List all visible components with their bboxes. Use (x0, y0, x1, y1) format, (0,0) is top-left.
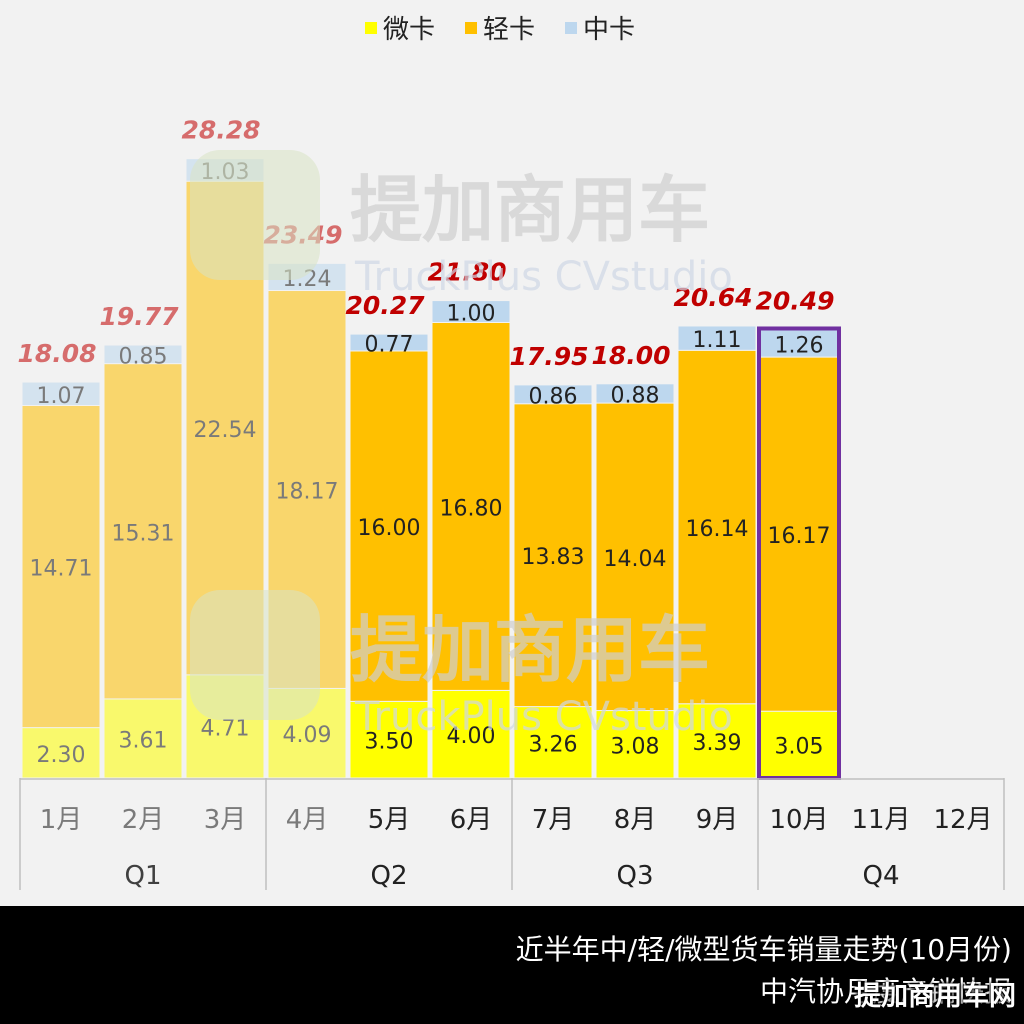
data-label: 3.08 (611, 734, 660, 759)
data-label: 4.71 (201, 716, 250, 741)
bar-segment (677, 703, 757, 779)
data-label: 1.07 (37, 384, 86, 409)
bar-segment (349, 333, 429, 352)
bar-segment (431, 689, 511, 779)
x-tick-label: 9月 (696, 805, 739, 835)
bar-segment (677, 325, 757, 351)
quarter-label: Q4 (862, 861, 899, 891)
total-label: 18.00 (591, 341, 670, 370)
data-label: 18.17 (276, 479, 339, 504)
x-tick-label: 2月 (122, 805, 165, 835)
data-label: 22.54 (194, 418, 257, 443)
data-label: 2.30 (37, 743, 86, 768)
quarter-label: Q2 (370, 861, 407, 891)
total-label: 20.64 (673, 283, 752, 312)
bar-segment (21, 381, 101, 406)
data-label: 15.31 (112, 521, 175, 546)
data-label: 0.86 (529, 384, 578, 409)
legend-swatch (565, 22, 577, 34)
total-label: 20.27 (345, 291, 425, 320)
legend-entry: 微卡 (383, 15, 435, 45)
bar-segment (431, 300, 511, 323)
x-tick-label: 12月 (933, 805, 992, 835)
watermark-brand: 提加商用车 (350, 168, 710, 252)
legend-entry: 中卡 (583, 15, 635, 45)
data-label: 3.39 (693, 731, 742, 756)
bar-segment (103, 698, 183, 779)
highlight-box (757, 326, 841, 780)
data-label: 0.77 (365, 333, 414, 358)
total-label: 17.95 (509, 342, 588, 371)
chart-caption: 近半年中/轻/微型货车销量走势(10月份) (515, 933, 1012, 966)
total-label: 21.80 (427, 258, 506, 287)
footer-banner: 近半年中/轻/微型货车销量走势(10月份) 中汽协月度产销快报 提加商用车网 (0, 906, 1024, 1024)
data-label: 1.11 (693, 328, 742, 353)
quarter-label: Q3 (616, 861, 653, 891)
legend-swatch (465, 22, 477, 34)
total-label: 18.08 (17, 339, 96, 368)
bar-segment (349, 350, 429, 702)
data-label: 4.00 (447, 724, 496, 749)
x-tick-label: 8月 (614, 805, 657, 835)
bar-segment (677, 349, 757, 705)
data-label: 14.71 (30, 557, 93, 582)
data-label: 4.09 (283, 723, 332, 748)
x-tick-label: 5月 (368, 805, 411, 835)
x-tick-label: 3月 (204, 805, 247, 835)
x-tick-label: 7月 (532, 805, 575, 835)
bar-segment (513, 384, 593, 405)
bar-segment (595, 710, 675, 779)
legend-swatch (365, 22, 377, 34)
data-label: 13.83 (522, 545, 585, 570)
x-tick-label: 4月 (286, 805, 329, 835)
data-label: 14.04 (604, 547, 667, 572)
data-label: 3.26 (529, 732, 578, 757)
watermark-brand: 提加商用车 (350, 608, 710, 692)
data-label: 0.88 (611, 383, 660, 408)
x-tick-label: 1月 (40, 805, 83, 835)
total-label: 28.28 (181, 116, 260, 145)
chart-source: 中汽协月度产销快报 (759, 975, 1012, 1008)
x-tick-label: 10月 (769, 805, 828, 835)
watermark-sub: TruckPlus CVstudio (354, 254, 733, 300)
watermark-logo-icon (190, 150, 320, 280)
total-label: 19.77 (99, 302, 179, 331)
x-tick-label: 11月 (851, 805, 910, 835)
total-label: 20.49 (755, 286, 834, 315)
bar-segment (21, 727, 101, 779)
data-label: 16.80 (440, 496, 503, 521)
data-label: 1.00 (447, 302, 496, 327)
x-tick-label: 6月 (450, 805, 493, 835)
bar-segment (595, 402, 675, 712)
bar-segment (103, 363, 183, 700)
data-label: 3.05 (775, 735, 824, 760)
bar-segment (595, 383, 675, 404)
data-label: 16.14 (686, 517, 749, 542)
bar-segment (349, 700, 429, 779)
data-label: 16.00 (358, 516, 421, 541)
bar-segment (21, 404, 101, 729)
data-label: 1.26 (775, 333, 824, 358)
data-label: 0.85 (119, 344, 168, 369)
watermark-sub: TruckPlus CVstudio (354, 694, 733, 740)
bar-segment (513, 403, 593, 708)
bar-segment (431, 321, 511, 691)
bar-segment (103, 344, 183, 365)
footer-watermark: 提加商用车网 (854, 981, 1016, 1012)
data-label: 3.50 (365, 730, 414, 755)
data-label: 3.61 (119, 728, 168, 753)
legend-entry: 轻卡 (483, 15, 535, 45)
bar-segment (513, 706, 593, 779)
quarter-label: Q1 (124, 861, 161, 891)
watermark-logo-icon (190, 590, 320, 720)
data-label: 16.17 (768, 524, 831, 549)
bar-segment (759, 710, 839, 779)
